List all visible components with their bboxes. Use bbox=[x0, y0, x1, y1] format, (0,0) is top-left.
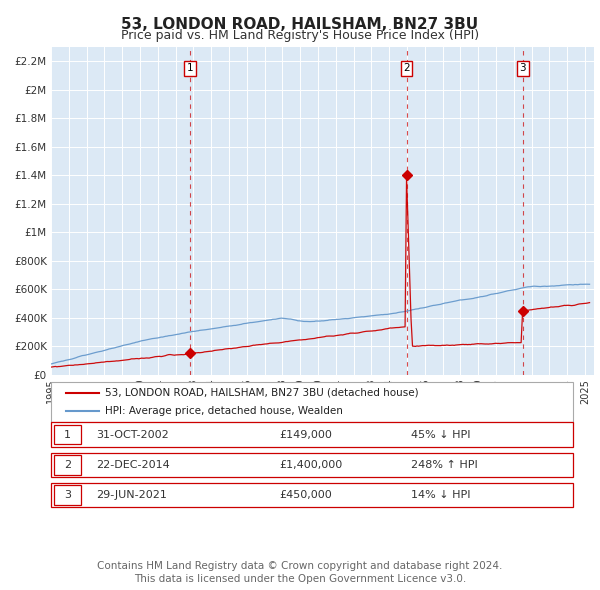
Text: 2: 2 bbox=[64, 460, 71, 470]
Text: Price paid vs. HM Land Registry's House Price Index (HPI): Price paid vs. HM Land Registry's House … bbox=[121, 30, 479, 42]
Text: 22-DEC-2014: 22-DEC-2014 bbox=[96, 460, 170, 470]
Text: 1: 1 bbox=[187, 64, 194, 74]
Text: 1: 1 bbox=[64, 430, 71, 440]
Text: 29-JUN-2021: 29-JUN-2021 bbox=[96, 490, 167, 500]
Text: 53, LONDON ROAD, HAILSHAM, BN27 3BU: 53, LONDON ROAD, HAILSHAM, BN27 3BU bbox=[121, 17, 479, 31]
Text: 14% ↓ HPI: 14% ↓ HPI bbox=[411, 490, 470, 500]
Text: HPI: Average price, detached house, Wealden: HPI: Average price, detached house, Weal… bbox=[105, 405, 343, 415]
Text: £149,000: £149,000 bbox=[279, 430, 332, 440]
Text: Contains HM Land Registry data © Crown copyright and database right 2024.
This d: Contains HM Land Registry data © Crown c… bbox=[97, 561, 503, 584]
Text: 53, LONDON ROAD, HAILSHAM, BN27 3BU (detached house): 53, LONDON ROAD, HAILSHAM, BN27 3BU (det… bbox=[105, 388, 419, 398]
Text: £450,000: £450,000 bbox=[279, 490, 332, 500]
Text: £1,400,000: £1,400,000 bbox=[279, 460, 342, 470]
Text: 31-OCT-2002: 31-OCT-2002 bbox=[96, 430, 169, 440]
Text: 3: 3 bbox=[519, 64, 526, 74]
Text: 3: 3 bbox=[64, 490, 71, 500]
Text: 248% ↑ HPI: 248% ↑ HPI bbox=[411, 460, 478, 470]
Text: 2: 2 bbox=[403, 64, 410, 74]
Text: 45% ↓ HPI: 45% ↓ HPI bbox=[411, 430, 470, 440]
